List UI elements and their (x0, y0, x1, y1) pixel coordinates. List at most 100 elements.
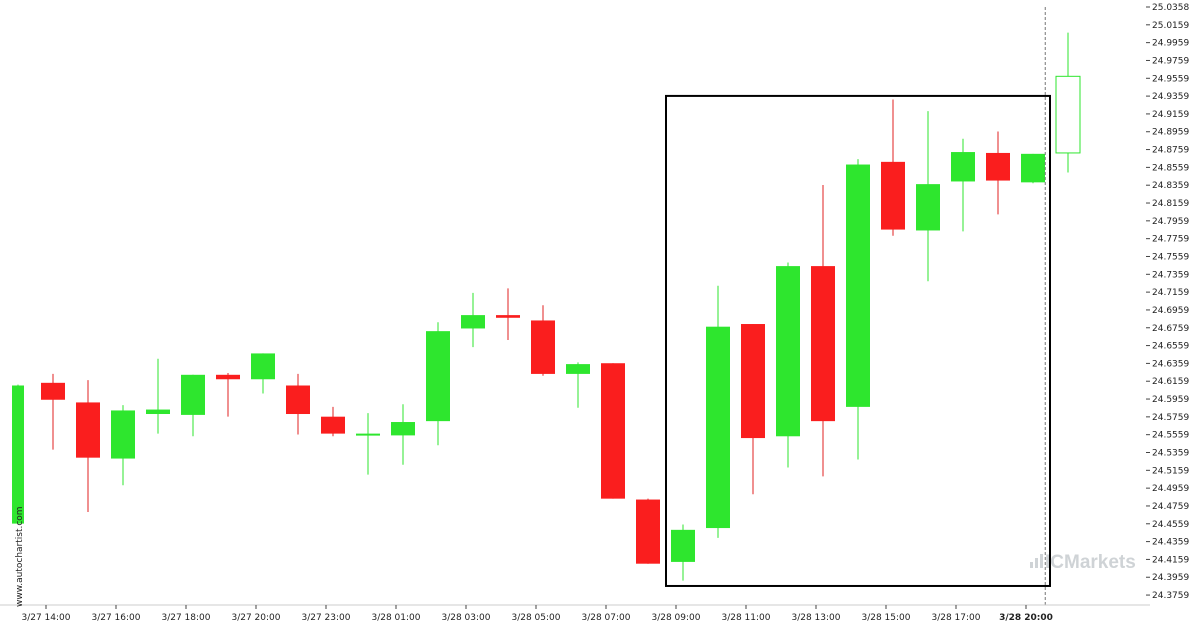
brand-logo: ICMarkets (1030, 552, 1136, 573)
candle-body (181, 374, 205, 415)
candle (671, 524, 695, 581)
y-tick-label: 24.7359 (1152, 270, 1189, 280)
y-tick-label: 24.5559 (1152, 431, 1189, 441)
y-tick-label: 24.5959 (1152, 395, 1189, 405)
candle (1021, 153, 1045, 184)
x-axis: 3/27 14:00 3/27 16:00 3/27 18:00 3/27 20:00… (0, 604, 1150, 623)
y-tick-label: 24.9159 (1152, 110, 1189, 120)
candle-body (12, 385, 24, 524)
y-tick-label: 24.4759 (1152, 502, 1189, 512)
y-tick-label: 24.8159 (1152, 199, 1189, 209)
y-tick-label: 24.6159 (1152, 377, 1189, 387)
candle (846, 159, 870, 460)
y-tick-label: 24.8959 (1152, 128, 1189, 138)
y-tick-label: 24.7959 (1152, 217, 1189, 227)
x-tick-label: 3/28 07:00 (581, 613, 630, 623)
y-tick-label: 24.9359 (1152, 92, 1189, 102)
candle (111, 405, 135, 486)
candle (881, 99, 905, 236)
candle-body (601, 363, 625, 499)
y-tick-label: 24.6759 (1152, 324, 1189, 334)
y-tick-label: 24.7159 (1152, 288, 1189, 298)
candle (531, 305, 555, 376)
candle-body (426, 331, 450, 422)
x-tick-label: 3/28 15:00 (861, 613, 910, 623)
autochartist-watermark: www.autochartist.com (15, 506, 25, 607)
y-tick-label: 24.4359 (1152, 538, 1189, 548)
brand-logo-bar-3 (1040, 554, 1043, 568)
x-tick-label: 3/27 18:00 (161, 613, 210, 623)
candle (916, 111, 940, 282)
candle (741, 324, 765, 495)
candle-body (531, 320, 555, 374)
brand-logo-bar-1 (1030, 562, 1033, 568)
y-tick-label: 24.9559 (1152, 74, 1189, 84)
y-tick-label: 24.3959 (1152, 573, 1189, 583)
candle-body (146, 409, 170, 415)
candle-body (811, 266, 835, 422)
pattern-box (665, 94, 1051, 587)
y-tick-label: 25.0159 (1152, 21, 1189, 31)
y-tick-label: 24.5159 (1152, 466, 1189, 476)
x-tick-label: 3/27 20:00 (231, 613, 280, 623)
candles (12, 32, 1081, 581)
candle-body (636, 499, 660, 564)
y-tick-label: 24.9959 (1152, 39, 1189, 49)
brand-logo-text: ICMarkets (1045, 552, 1136, 573)
candle-body (1021, 153, 1045, 183)
y-tick-label: 24.5359 (1152, 449, 1189, 459)
candle-body (951, 152, 975, 182)
candle (706, 285, 730, 538)
candle-body (461, 315, 485, 329)
candle (41, 373, 65, 450)
candle-body (776, 266, 800, 437)
candle-body (356, 433, 380, 436)
brand-logo-bar-2 (1035, 558, 1038, 568)
candle (181, 374, 205, 437)
projection-body (1055, 75, 1081, 154)
x-tick-label: 3/28 13:00 (791, 613, 840, 623)
candle-body (216, 374, 240, 380)
candle-body (916, 184, 940, 231)
y-tick-label: 24.6359 (1152, 359, 1189, 369)
candle (391, 404, 415, 465)
y-tick-label: 24.5759 (1152, 413, 1189, 423)
candle-body (671, 529, 695, 562)
pattern-overlay (665, 7, 1051, 605)
candle-body (111, 410, 135, 459)
candle (286, 373, 310, 435)
candle (496, 288, 520, 341)
y-tick-label: 24.7559 (1152, 252, 1189, 262)
candle (951, 138, 975, 232)
candle (811, 185, 835, 477)
y-tick-label: 24.6559 (1152, 342, 1189, 352)
projection-candle (1055, 32, 1081, 173)
candle (356, 413, 380, 475)
candle (601, 363, 625, 499)
candle-body (391, 422, 415, 436)
candle-body (251, 353, 275, 380)
x-tick-label: 3/28 01:00 (371, 613, 420, 623)
candle-body (321, 416, 345, 434)
y-tick-label: 24.4559 (1152, 520, 1189, 530)
candle (566, 362, 590, 408)
candle (986, 131, 1010, 215)
x-tick-label: 3/27 23:00 (301, 613, 350, 623)
candle-body (76, 402, 100, 458)
candle-body (286, 385, 310, 415)
y-tick-label: 24.6959 (1152, 306, 1189, 316)
y-axis: 25.0358 25.0159 24.9959 24.9759 24.9559 24.93… (1146, 3, 1189, 601)
candle (12, 384, 24, 525)
candle-body (496, 315, 520, 318)
candle-body (566, 364, 590, 374)
candle-body (741, 324, 765, 439)
x-tick-label: 3/28 05:00 (511, 613, 560, 623)
y-tick-label: 24.4159 (1152, 555, 1189, 565)
y-tick-label: 24.8359 (1152, 181, 1189, 191)
candle (146, 358, 170, 434)
candle (426, 322, 450, 446)
candle (321, 406, 345, 437)
x-tick-label: 3/28 17:00 (931, 613, 980, 623)
candle (251, 353, 275, 394)
